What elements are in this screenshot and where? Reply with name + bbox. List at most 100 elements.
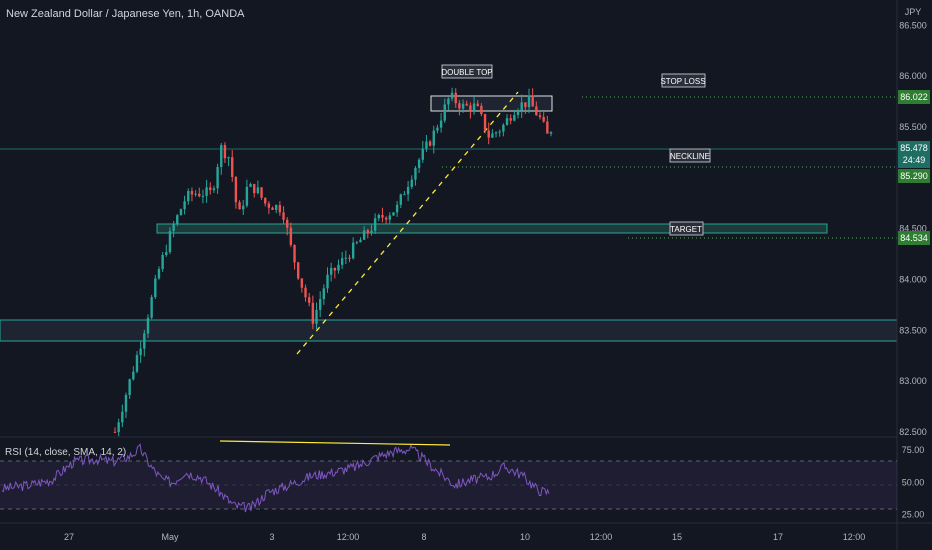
candle — [307, 297, 311, 303]
candle — [447, 98, 450, 105]
candle — [355, 242, 359, 244]
time-tick-label: 27 — [64, 532, 74, 542]
neckline-text: NECKLINE — [670, 152, 710, 161]
candle — [428, 141, 432, 146]
candle — [546, 121, 549, 134]
rsi-tick-label: 50.00 — [902, 477, 925, 487]
candle — [238, 202, 241, 210]
candle — [421, 148, 424, 160]
candle — [502, 124, 505, 132]
candle — [417, 159, 421, 168]
candle — [527, 95, 531, 108]
candle — [227, 157, 230, 159]
candle — [432, 130, 435, 146]
candle — [212, 188, 216, 191]
target-price-badge: 84.534 — [898, 231, 930, 245]
candle — [143, 333, 146, 349]
candle — [524, 102, 527, 108]
candle — [410, 179, 413, 187]
candle — [318, 299, 322, 310]
candle — [187, 191, 190, 202]
candle — [373, 218, 377, 231]
price-tick-label: 86.500 — [899, 20, 927, 30]
candle — [461, 103, 465, 109]
rsi-axis[interactable]: 75.00 50.00 25.00 — [902, 445, 925, 520]
candle — [362, 230, 366, 240]
time-tick-label: 12:00 — [843, 532, 866, 542]
price-tick-label: 84.000 — [899, 274, 927, 284]
candle — [439, 120, 443, 128]
candle — [498, 131, 501, 133]
candle — [176, 215, 179, 225]
time-tick-label: 8 — [421, 532, 426, 542]
candle — [351, 242, 355, 259]
time-tick-label: 17 — [773, 532, 783, 542]
time-axis[interactable]: 27 May 3 12:00 8 10 12:00 15 17 12:00 — [64, 532, 865, 542]
candle — [454, 92, 457, 104]
candle — [399, 194, 402, 205]
price-tick-label: 86.000 — [899, 71, 927, 81]
svg-text:85.290: 85.290 — [900, 171, 928, 181]
price-tick-label: 83.000 — [899, 376, 927, 386]
rsi-indicator-label[interactable]: RSI (14, close, SMA, 14, 2) — [5, 447, 127, 458]
candle — [234, 177, 238, 203]
candle — [267, 203, 271, 208]
candle — [146, 317, 150, 334]
candle — [366, 230, 370, 234]
candle — [520, 102, 523, 111]
current-price-badge: 85.478 24:49 — [898, 141, 930, 168]
candle — [333, 267, 337, 271]
candle — [271, 207, 274, 210]
candle — [344, 257, 348, 259]
candle — [194, 193, 197, 195]
candle — [392, 212, 395, 216]
candle — [535, 106, 538, 116]
candle — [289, 227, 293, 245]
stop-loss-text: STOP LOSS — [660, 77, 705, 86]
candle — [403, 194, 406, 196]
candle — [135, 355, 139, 372]
candle — [414, 167, 417, 180]
candle — [304, 287, 307, 298]
candle — [132, 371, 135, 380]
candle — [205, 187, 208, 196]
candle — [384, 217, 388, 220]
candle — [491, 133, 494, 138]
stop-loss-label: STOP LOSS — [660, 73, 706, 88]
time-tick-label: 15 — [672, 532, 682, 542]
chart-title[interactable]: New Zealand Dollar / Japanese Yen, 1h, O… — [6, 8, 245, 20]
candle — [516, 110, 520, 115]
rsi-tick-label: 75.00 — [902, 445, 925, 455]
candle — [242, 205, 245, 210]
candle — [436, 127, 439, 131]
neckline-price-badge: 85.290 — [898, 169, 930, 183]
candle — [249, 183, 252, 187]
svg-text:86.022: 86.022 — [900, 92, 928, 102]
candle — [513, 114, 516, 121]
candle — [150, 297, 153, 318]
trend-line — [296, 91, 519, 355]
candle — [278, 205, 282, 213]
candle — [223, 145, 227, 159]
candle — [359, 239, 362, 243]
rsi-line — [1, 443, 550, 513]
candle — [168, 231, 172, 253]
candle — [172, 224, 175, 232]
candle — [183, 201, 186, 210]
candle — [538, 115, 542, 118]
candle — [253, 183, 256, 194]
candle — [201, 195, 205, 197]
time-tick-label: 3 — [269, 532, 274, 542]
neckline-label: NECKLINE — [669, 148, 711, 163]
candle — [476, 103, 479, 106]
candle — [487, 130, 490, 138]
candle — [300, 278, 304, 288]
candle — [472, 103, 476, 112]
candle — [443, 104, 446, 121]
price-tick-label: 84.500 — [899, 224, 927, 234]
svg-text:85.478: 85.478 — [900, 143, 928, 153]
candle — [509, 118, 512, 121]
candle — [113, 431, 117, 433]
candle — [337, 264, 340, 271]
target-text: TARGET — [670, 225, 702, 234]
